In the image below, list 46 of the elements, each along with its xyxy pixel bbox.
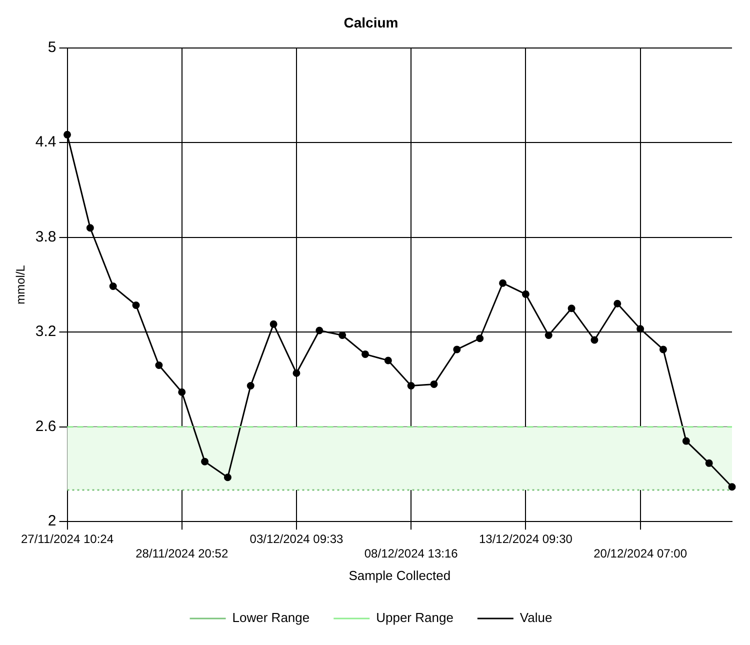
chart-title: Calcium [344,14,398,30]
point [246,382,254,390]
point [568,304,576,312]
point [64,130,71,138]
point [292,369,300,377]
point [132,301,140,309]
point [590,336,598,344]
point [499,279,507,287]
legend-label: Value [520,610,552,626]
y-tick-label: 3.8 [35,228,56,246]
point [155,361,163,369]
point [430,380,438,388]
point [682,437,690,445]
x-axis-title: Sample Collected [348,568,451,583]
point [316,326,324,334]
point [178,388,186,396]
x-tick-label: 03/12/2024 09:33 [250,532,344,546]
point [109,282,117,290]
x-tick-label: 27/11/2024 10:24 [20,532,114,546]
point [476,334,484,342]
point [659,346,667,354]
point [361,350,369,358]
y-tick-label: 2 [48,512,56,530]
point [224,474,232,482]
y-tick-label: 4.4 [35,134,56,151]
x-tick-label: 13/12/2024 09:30 [478,532,573,546]
point [705,459,713,467]
x-tick-label: 28/11/2024 20:52 [136,546,228,561]
x-tick-label: 20/12/2024 07:00 [594,546,688,561]
y-tick-label: 2.6 [35,418,56,435]
point [201,458,209,466]
y-axis-title: mmol/L [14,264,28,304]
legend-label: Lower Range [232,610,310,626]
point [86,224,94,232]
y-tick-label: 5 [48,38,56,56]
point [614,300,622,308]
point [728,483,736,491]
legend-label: Upper Range [376,610,454,626]
point [407,382,415,390]
point [453,346,461,354]
x-tick-label: 08/12/2024 13:16 [364,546,458,561]
point [384,356,392,364]
point [522,290,530,298]
y-tick-label: 3.2 [35,323,56,340]
point [270,320,278,328]
point [636,325,644,333]
